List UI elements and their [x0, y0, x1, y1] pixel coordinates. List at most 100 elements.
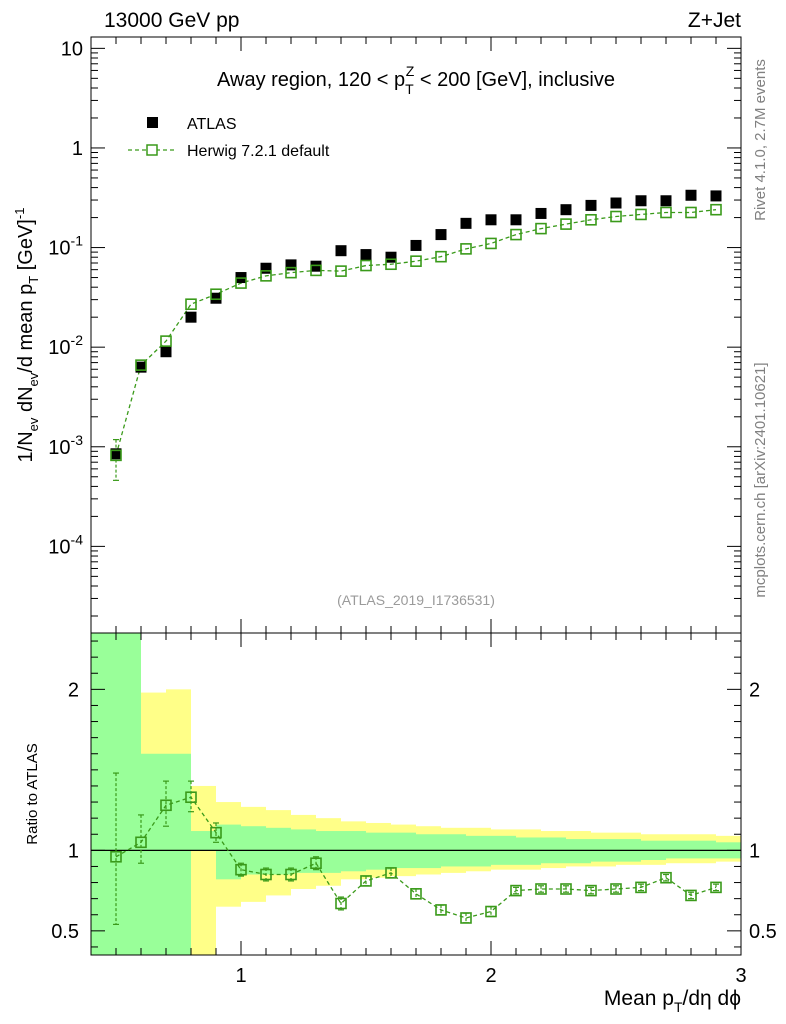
legend-atlas-marker — [147, 117, 158, 128]
atlas-point — [585, 199, 597, 211]
x-tick-label: 1 — [235, 965, 246, 987]
ratio-ylabel: Ratio to ATLAS — [24, 743, 41, 844]
main-y-tick-label: 10-4 — [48, 531, 83, 558]
atlas-point — [535, 207, 547, 219]
ratio-point — [710, 881, 722, 894]
main-title: Away region, 120 < pTZ < 200 [GeV], incl… — [217, 63, 615, 97]
atlas-point — [385, 251, 397, 263]
band-inner-segment — [366, 832, 391, 870]
band-inner-segment — [691, 840, 716, 859]
main-y-tick-label: 10-1 — [48, 233, 83, 260]
ratio-point — [160, 799, 172, 812]
atlas-point — [710, 190, 722, 202]
herwig-point — [510, 228, 522, 241]
band-inner-segment — [566, 839, 591, 864]
band-inner-segment — [516, 837, 541, 865]
atlas-point — [635, 195, 647, 207]
band-inner-segment — [266, 827, 291, 875]
atlas-point — [460, 217, 472, 229]
atlas-point — [185, 311, 197, 323]
atlas-point — [660, 195, 672, 207]
ratio-point — [185, 791, 197, 804]
herwig-point — [560, 218, 572, 230]
analysis-id: (ATLAS_2019_I1736531) — [337, 592, 495, 608]
herwig-point — [635, 208, 647, 221]
legend-herwig-label: Herwig 7.2.1 default — [187, 143, 330, 160]
ratio-point — [535, 883, 547, 895]
legend: ATLAS Herwig 7.2.1 default — [128, 116, 330, 160]
atlas-point — [135, 361, 147, 373]
band-inner-segment — [216, 824, 241, 880]
ratio-point — [660, 871, 672, 884]
herwig-point — [460, 243, 472, 255]
ratio-point — [485, 905, 497, 918]
main-y-tick-label: 1 — [72, 138, 83, 160]
atlas-point — [410, 239, 422, 251]
herwig-point — [310, 264, 322, 277]
band-inner-segment — [291, 829, 316, 873]
ratio-marks — [91, 633, 741, 955]
ratio-panel: 1 2 30.5 0.51 12 2 Ratio to ATLAS Mean pT/dη … — [24, 632, 777, 1015]
ratio-point — [635, 881, 647, 894]
herwig-point — [335, 265, 347, 277]
ratio-xlabel: Mean pT/dη dϕ — [604, 987, 741, 1015]
band-inner-segment — [466, 835, 491, 867]
band-inner-segment — [341, 831, 366, 872]
herwig-point — [535, 222, 547, 235]
atlas-point — [285, 259, 297, 271]
ratio-point — [685, 889, 697, 902]
ratio-y-tick-label-right: 2 — [749, 679, 760, 701]
ratio-y-tick-label-left: 2 — [68, 679, 79, 701]
atlas-point — [160, 346, 172, 358]
header-left: 13000 GeV pp — [104, 9, 239, 32]
header-right: Z+Jet — [688, 9, 741, 32]
atlas-point — [485, 214, 497, 226]
herwig-point — [685, 206, 697, 219]
atlas-point — [335, 245, 347, 257]
main-marks — [110, 189, 722, 481]
herwig-point — [410, 255, 422, 267]
ratio-point — [285, 868, 297, 881]
atlas-point — [610, 197, 622, 209]
ratio-point — [385, 867, 397, 879]
herwig-point — [610, 210, 622, 223]
atlas-point — [560, 204, 572, 216]
herwig-point — [660, 206, 672, 219]
atlas-point — [110, 448, 122, 460]
main-y-tick-label: 10-2 — [48, 332, 83, 359]
band-inner-segment — [116, 633, 141, 955]
ratio-point — [260, 868, 272, 881]
legend-herwig-marker — [146, 144, 158, 156]
ratio-point — [460, 912, 472, 924]
main-y-tick-label: 10 — [61, 38, 83, 60]
atlas-point — [310, 260, 322, 272]
ratio-point — [560, 883, 572, 895]
ratio-point — [360, 875, 372, 887]
x-tick-label: 2 — [485, 965, 496, 987]
ratio-point — [435, 904, 447, 916]
ratio-point — [235, 863, 247, 876]
herwig-point — [585, 213, 597, 226]
herwig-point — [360, 259, 372, 272]
band-inner-segment — [416, 834, 441, 869]
legend-atlas-label: ATLAS — [187, 116, 237, 133]
band-inner-segment — [166, 753, 191, 955]
ratio-y-tick-label-right: 0.5 — [749, 921, 777, 943]
herwig-point — [260, 270, 272, 282]
herwig-point — [160, 335, 172, 347]
ratio-point — [110, 850, 122, 863]
herwig-point — [235, 277, 247, 289]
atlas-point — [435, 229, 447, 241]
ratio-axes: 1 2 30.5 0.51 12 2 — [51, 633, 777, 987]
rivet-label: Rivet 4.1.0, 2.7M events — [752, 59, 769, 221]
band-inner-segment — [316, 831, 341, 873]
x-tick-label: 3 — [735, 965, 746, 987]
herwig-point — [435, 250, 447, 263]
ratio-point — [135, 836, 147, 849]
main-ylabel: 1/Nev dNev/d mean pT [GeV]-1 — [12, 208, 41, 463]
ratio-point — [510, 884, 522, 897]
herwig-point — [185, 298, 197, 310]
herwig-point — [135, 359, 147, 371]
herwig-point — [710, 203, 722, 216]
